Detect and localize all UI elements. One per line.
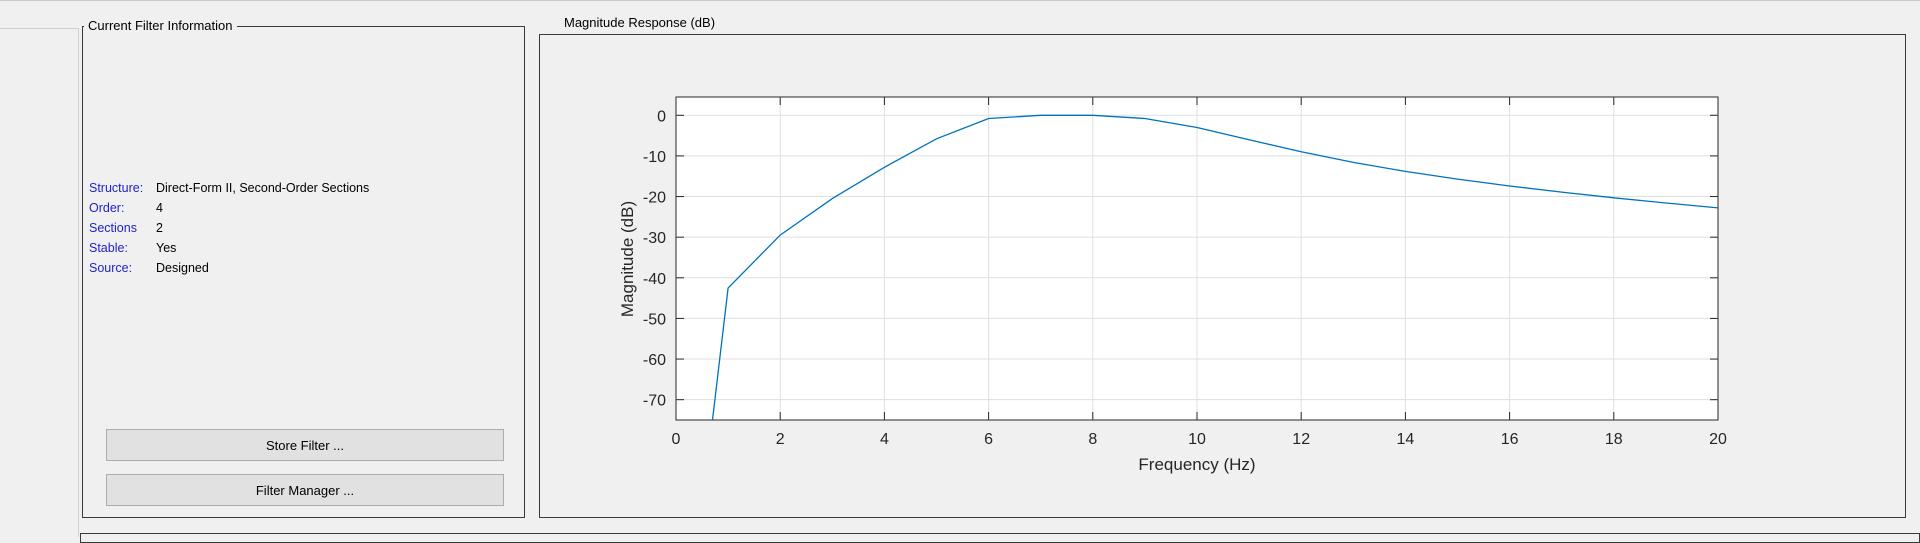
filter-info-title: Current Filter Information (84, 18, 237, 34)
left-panel-strip (0, 28, 79, 537)
sections-label: Sections (89, 221, 137, 235)
stable-label: Stable: (89, 241, 128, 255)
magnitude-response-title: Magnitude Response (dB) (560, 15, 720, 31)
magnitude-response-line (711, 114, 1719, 421)
structure-value: Direct-Form II, Second-Order Sections (156, 181, 370, 195)
x-tick-label: 8 (1088, 431, 1097, 448)
info-row-order: Order: 4 (89, 200, 163, 216)
y-tick-label: -30 (643, 230, 666, 247)
y-axis-label: Magnitude (dB) (618, 201, 637, 317)
source-label: Source: (89, 261, 133, 275)
y-tick-label: 0 (657, 108, 666, 125)
y-tick-label: -40 (643, 271, 666, 288)
x-tick-label: 6 (984, 431, 993, 448)
x-tick-label: 12 (1292, 431, 1310, 448)
sections-value: 2 (156, 221, 163, 235)
filter-manager-button[interactable]: Filter Manager ... (106, 474, 504, 506)
x-tick-label: 0 (672, 431, 681, 448)
x-tick-label: 14 (1397, 431, 1415, 448)
source-value: Designed (156, 261, 209, 275)
structure-label: Structure: (89, 181, 144, 195)
x-tick-label: 20 (1709, 431, 1727, 448)
bottom-panel-edge (80, 533, 1920, 543)
order-value: 4 (156, 201, 163, 215)
order-label: Order: (89, 201, 125, 215)
x-tick-label: 18 (1605, 431, 1623, 448)
y-tick-label: -20 (643, 190, 666, 207)
y-tick-label: -60 (643, 352, 666, 369)
x-tick-label: 10 (1188, 431, 1206, 448)
info-row-source: Source: Designed (89, 260, 209, 276)
info-row-sections: Sections 2 (89, 220, 163, 236)
x-tick-label: 16 (1501, 431, 1519, 448)
axis-ticks: 0 2 4 6 8 10 12 14 16 18 20 0 -10 -20 -30 -40 -50 -60 -70 (643, 97, 1727, 448)
y-tick-label: -10 (643, 149, 666, 166)
store-filter-button[interactable]: Store Filter ... (106, 429, 504, 461)
x-tick-label: 4 (880, 431, 889, 448)
x-tick-label: 2 (776, 431, 785, 448)
info-row-stable: Stable: Yes (89, 240, 176, 256)
top-divider (0, 0, 1920, 1)
stable-value: Yes (156, 241, 177, 255)
filter-info-panel (82, 26, 525, 518)
grid-overlay (676, 97, 1718, 420)
y-tick-label: -50 (643, 311, 666, 328)
info-row-structure: Structure: Direct-Form II, Second-Order S… (89, 180, 369, 196)
x-axis-label: Frequency (Hz) (1138, 455, 1255, 474)
magnitude-response-panel (539, 34, 1906, 518)
y-tick-label: -70 (643, 393, 666, 410)
